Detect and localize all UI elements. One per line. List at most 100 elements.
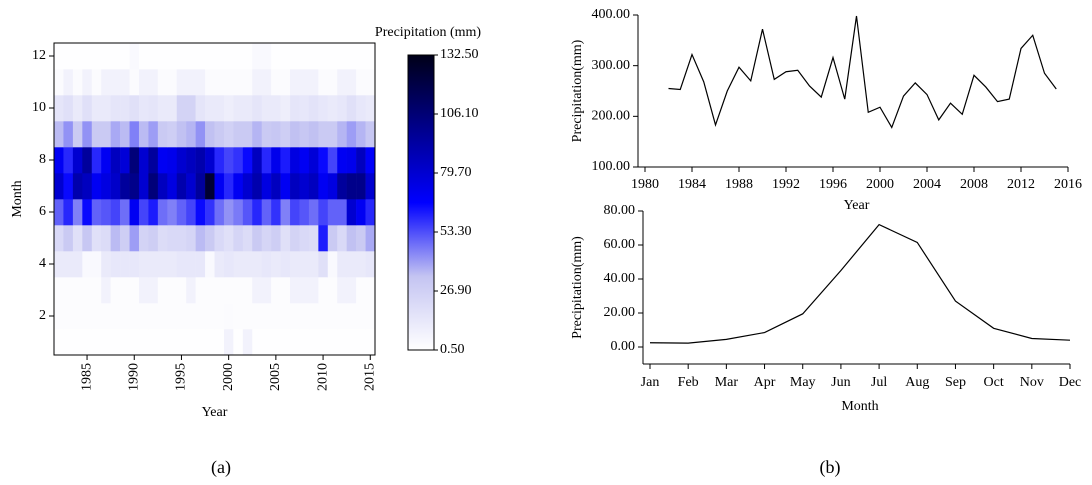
y-tick-label: 10 xyxy=(32,100,46,115)
heat-cell xyxy=(308,329,319,356)
heat-cell xyxy=(157,303,168,330)
heat-cell xyxy=(365,225,376,252)
heat-cell xyxy=(271,173,281,200)
heat-cell xyxy=(356,69,366,96)
heat-cell xyxy=(176,329,187,356)
heat-cell xyxy=(318,69,329,96)
heat-cell xyxy=(318,329,329,356)
x-tick-label: 1988 xyxy=(725,177,753,192)
heat-cell xyxy=(63,95,74,122)
heat-cell xyxy=(167,95,178,122)
heat-cell xyxy=(242,95,253,122)
heat-cell xyxy=(63,43,74,70)
x-tick-label: 1984 xyxy=(678,177,706,192)
heat-cell xyxy=(138,173,149,200)
heat-cell xyxy=(271,69,281,96)
heat-cell xyxy=(54,329,64,356)
heat-cell xyxy=(195,69,206,96)
heat-cell xyxy=(308,225,319,252)
heat-cell xyxy=(82,329,93,356)
heat-cell xyxy=(299,251,310,278)
heat-cell xyxy=(186,277,196,304)
heat-cell xyxy=(242,277,253,304)
heat-cell xyxy=(63,303,74,330)
heat-cell xyxy=(167,277,178,304)
heat-cell xyxy=(195,95,206,122)
heat-cell xyxy=(308,95,319,122)
heat-cell xyxy=(138,121,149,148)
heat-cell xyxy=(129,121,140,148)
heat-cell xyxy=(157,225,168,252)
heat-cell xyxy=(72,277,83,304)
heat-cell xyxy=(252,69,263,96)
heat-cell xyxy=(157,173,168,200)
heat-cell xyxy=(242,43,253,70)
heat-cell xyxy=(176,43,187,70)
x-tick-label: 1992 xyxy=(772,177,800,192)
heat-cell xyxy=(327,329,338,356)
heat-cell xyxy=(308,121,319,148)
y-tick-label: 100.00 xyxy=(592,159,631,174)
heat-cell xyxy=(157,251,168,278)
heat-cell xyxy=(101,43,111,70)
heat-cell xyxy=(138,251,149,278)
heat-cell xyxy=(138,43,149,70)
heat-cell xyxy=(138,329,149,356)
heat-cell xyxy=(233,251,244,278)
heat-cell xyxy=(54,225,64,252)
heat-cell xyxy=(308,43,319,70)
y-axis-title: Month xyxy=(10,180,25,217)
heat-cell xyxy=(223,199,234,226)
heat-cell xyxy=(214,121,225,148)
heat-cell xyxy=(299,329,310,356)
heat-cell xyxy=(91,225,102,252)
heat-cell xyxy=(148,147,159,174)
heat-cell xyxy=(63,329,74,356)
heat-cell xyxy=(308,199,319,226)
heat-cell xyxy=(261,199,272,226)
heat-cell xyxy=(54,251,64,278)
heat-cell xyxy=(82,251,93,278)
x-tick-label: Sep xyxy=(945,375,966,390)
heat-cell xyxy=(157,277,168,304)
colorbar-tick-label: 106.10 xyxy=(440,106,479,121)
heat-cell xyxy=(337,199,347,226)
heat-cell xyxy=(157,329,168,356)
heat-cell xyxy=(63,147,74,174)
heat-cell xyxy=(176,95,187,122)
heat-cell xyxy=(167,147,178,174)
heat-cell xyxy=(318,147,329,174)
heat-cell xyxy=(346,95,357,122)
heat-cell xyxy=(157,121,168,148)
heat-cell xyxy=(195,303,206,330)
heat-cell xyxy=(356,43,366,70)
y-tick-label: 12 xyxy=(32,48,46,63)
heat-cell xyxy=(280,121,291,148)
heat-cell xyxy=(223,95,234,122)
heat-cell xyxy=(176,199,187,226)
heat-cell xyxy=(356,225,366,252)
plot-frame xyxy=(53,42,376,356)
heat-cell xyxy=(365,69,376,96)
heat-cell xyxy=(233,225,244,252)
heat-cell xyxy=(365,251,376,278)
heat-cell xyxy=(120,199,130,226)
x-tick-label: Feb xyxy=(678,375,699,390)
heat-cell xyxy=(72,303,83,330)
heat-cell xyxy=(72,225,83,252)
heat-cell xyxy=(205,329,215,356)
heat-cell xyxy=(242,173,253,200)
x-tick-label: Aug xyxy=(905,375,929,390)
heat-cell xyxy=(91,329,102,356)
heat-cell xyxy=(252,147,263,174)
heat-cell xyxy=(101,95,111,122)
heat-cell xyxy=(252,43,263,70)
heat-cell xyxy=(129,199,140,226)
heat-cell xyxy=(233,199,244,226)
y-tick-label: 300.00 xyxy=(592,58,631,73)
x-tick-label: 2004 xyxy=(913,177,941,192)
heat-cell xyxy=(186,173,196,200)
heat-cell xyxy=(327,173,338,200)
y-tick-label: 60.00 xyxy=(604,237,636,252)
heat-cell xyxy=(223,225,234,252)
